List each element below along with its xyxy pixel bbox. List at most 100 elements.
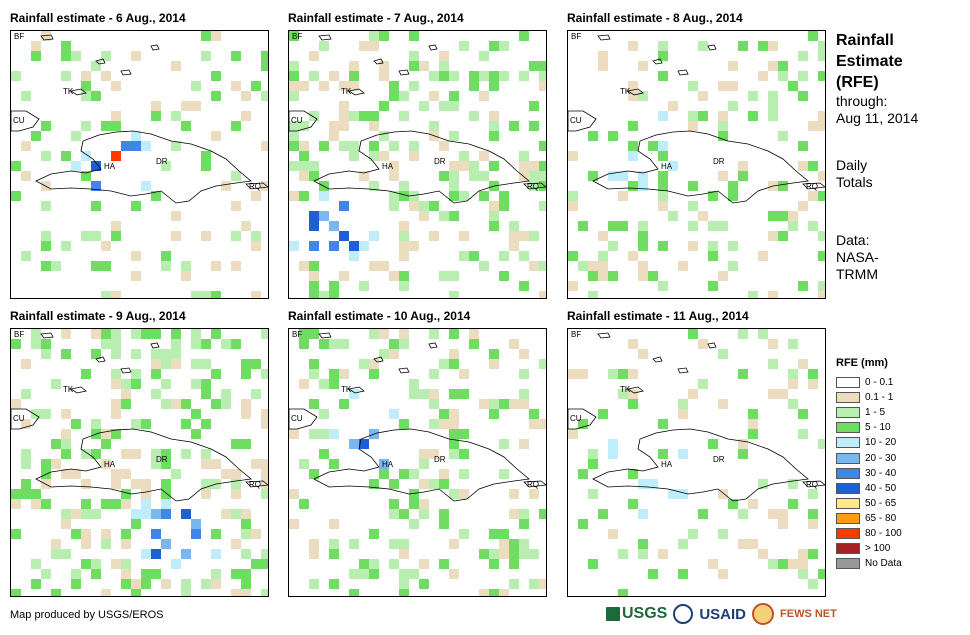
- rainfall-cell: [808, 161, 818, 171]
- rainfall-cell: [211, 31, 221, 41]
- rainfall-cell: [111, 469, 121, 479]
- panel-title-aug11: Rainfall estimate - 11 Aug., 2014: [567, 309, 749, 323]
- rainfall-cell: [299, 141, 309, 151]
- rainfall-cell: [439, 171, 449, 181]
- map-label-dr: DR: [156, 157, 168, 166]
- rainfall-cell: [668, 101, 678, 111]
- rainfall-cell: [439, 469, 449, 479]
- rainfall-cell: [588, 171, 598, 181]
- rainfall-cell: [71, 509, 81, 519]
- rainfall-cell: [688, 329, 698, 339]
- rainfall-cell: [191, 429, 201, 439]
- rainfall-cell: [628, 41, 638, 51]
- rainfall-cell: [141, 509, 151, 519]
- rainfall-cell: [11, 161, 21, 171]
- rainfall-cell: [289, 489, 299, 499]
- rainfall-cell: [369, 151, 379, 161]
- rainfall-cell: [598, 251, 608, 261]
- rainfall-cell: [519, 519, 529, 529]
- rainfall-cell: [628, 399, 638, 409]
- rainfall-cell: [489, 549, 499, 559]
- map-canvas: BF TK CU HA DR RQ: [289, 31, 546, 298]
- rainfall-cell: [628, 339, 638, 349]
- rainfall-cell: [201, 389, 211, 399]
- rainfall-cell: [151, 449, 161, 459]
- rainfall-cell: [608, 449, 618, 459]
- legend-item: 20 - 30: [836, 450, 966, 465]
- rainfall-cell: [459, 489, 469, 499]
- rainfall-cell: [81, 121, 91, 131]
- map-label-rq: RQ: [806, 182, 818, 191]
- rainfall-cell: [151, 369, 161, 379]
- rainfall-cell: [748, 111, 758, 121]
- rainfall-cell: [399, 569, 409, 579]
- rainfall-cell: [309, 211, 319, 221]
- rainfall-cell: [678, 261, 688, 271]
- rainfall-cell: [111, 429, 121, 439]
- legend: RFE (mm) 0 - 0.1 0.1 - 1 1 - 5 5 - 10 10 - 2…: [836, 357, 966, 571]
- rainfall-cell: [191, 519, 201, 529]
- rainfall-cell: [379, 459, 389, 469]
- rainfall-cell: [568, 191, 578, 201]
- rainfall-cell: [459, 369, 469, 379]
- legend-swatch: [836, 422, 860, 434]
- rainfall-cell: [309, 359, 319, 369]
- rainfall-cell: [181, 261, 191, 271]
- rainfall-cell: [489, 121, 499, 131]
- rainfall-cell: [519, 231, 529, 241]
- rainfall-cell: [81, 479, 91, 489]
- rainfall-cell: [11, 499, 21, 509]
- rainfall-cell: [529, 101, 539, 111]
- map-canvas: BF TK CU HA DR RQ: [289, 329, 546, 596]
- rainfall-cell: [479, 91, 489, 101]
- rainfall-cell: [251, 529, 261, 539]
- rainfall-cell: [319, 449, 329, 459]
- rainfall-cell: [718, 569, 728, 579]
- rainfall-cell: [718, 111, 728, 121]
- rainfall-cell: [81, 171, 91, 181]
- rainfall-cell: [211, 569, 221, 579]
- rainfall-cell: [241, 519, 251, 529]
- rainfall-cell: [618, 589, 628, 596]
- rainfall-cell: [628, 151, 638, 161]
- rainfall-cell: [261, 91, 268, 101]
- rainfall-cell: [389, 171, 399, 181]
- rainfall-cell: [758, 549, 768, 559]
- rainfall-cell: [768, 91, 778, 101]
- map-label-bf: BF: [14, 330, 24, 339]
- rainfall-cell: [399, 251, 409, 261]
- fews-seal-icon: [752, 603, 775, 625]
- rainfall-cell: [628, 499, 638, 509]
- rainfall-cell: [309, 51, 319, 61]
- rainfall-cell: [191, 81, 201, 91]
- rainfall-cell: [788, 479, 798, 489]
- rainfall-cell: [798, 559, 808, 569]
- rainfall-cell: [628, 251, 638, 261]
- rainfall-cell: [758, 329, 768, 339]
- rainfall-cell: [11, 191, 21, 201]
- rainfall-cell: [718, 529, 728, 539]
- rainfall-cell: [161, 539, 171, 549]
- rainfall-cell: [201, 579, 211, 589]
- rainfall-cell: [329, 71, 339, 81]
- map-panel-aug8: BF TK CU HA DR RQ: [567, 30, 826, 299]
- rainfall-cell: [489, 131, 499, 141]
- rainfall-cell: [101, 529, 111, 539]
- rainfall-cell: [788, 221, 798, 231]
- rainfall-cell: [449, 429, 459, 439]
- rainfall-cell: [748, 291, 758, 298]
- rainfall-cell: [41, 121, 51, 131]
- map-label-cu: CU: [13, 116, 25, 125]
- rainfall-cell: [349, 569, 359, 579]
- rainfall-cell: [309, 429, 319, 439]
- rainfall-cell: [718, 489, 728, 499]
- rainfall-cell: [479, 399, 489, 409]
- coastline: [313, 130, 530, 204]
- rainfall-cell: [31, 409, 41, 419]
- rainfall-cell: [459, 529, 469, 539]
- rainfall-cell: [658, 51, 668, 61]
- rainfall-cell: [131, 51, 141, 61]
- rainfall-cell: [261, 489, 268, 499]
- panel-title-aug10: Rainfall estimate - 10 Aug., 2014: [288, 309, 471, 323]
- coastline: [597, 332, 611, 339]
